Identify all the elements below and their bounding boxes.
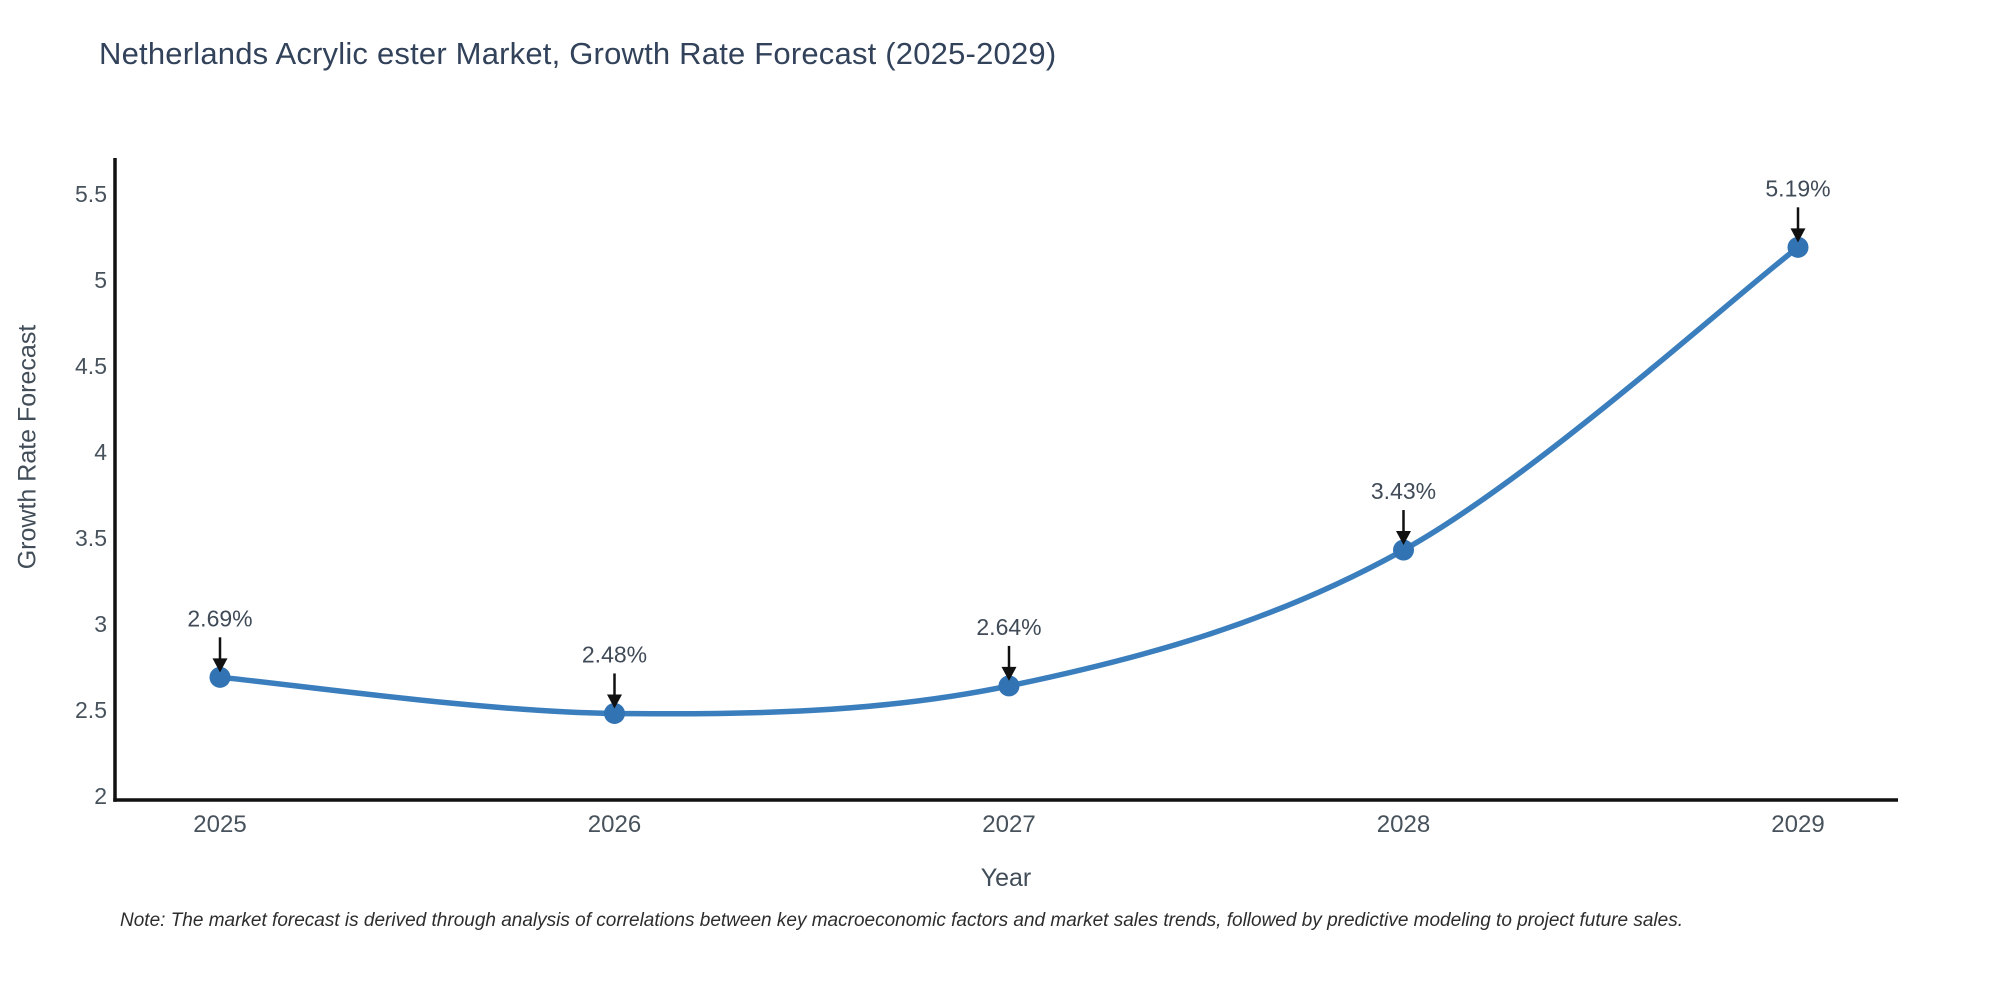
data-point-2026 — [604, 702, 625, 724]
x-axis-title: Year — [980, 864, 1032, 892]
annotation-arrowhead-icon — [1001, 666, 1017, 681]
y-tick-label: 5.5 — [75, 181, 107, 207]
y-tick-label: 4 — [94, 439, 107, 465]
x-tick-label: 2027 — [982, 811, 1035, 838]
y-tick-label: 2.5 — [75, 697, 107, 723]
point-value-label: 3.43% — [1371, 478, 1436, 504]
footnote: Note: The market forecast is derived thr… — [120, 910, 1683, 931]
point-value-label: 2.69% — [187, 605, 252, 631]
annotation-arrowhead-icon — [1790, 228, 1806, 243]
x-tick-label: 2026 — [588, 811, 641, 838]
y-tick-label: 2 — [94, 783, 107, 809]
data-point-2028 — [1393, 539, 1414, 561]
annotation-arrowhead-icon — [212, 658, 228, 673]
data-point-2029 — [1787, 236, 1809, 258]
y-tick-label: 5 — [94, 267, 107, 293]
data-point-2027 — [998, 675, 1020, 697]
point-value-label: 2.48% — [582, 641, 647, 667]
point-value-label: 2.64% — [976, 614, 1041, 640]
point-value-label: 5.19% — [1765, 175, 1830, 201]
data-point-2025 — [209, 666, 231, 688]
chart-title: Netherlands Acrylic ester Market, Growth… — [99, 36, 1057, 71]
y-tick-label: 4.5 — [75, 353, 107, 379]
x-tick-label: 2025 — [193, 811, 246, 838]
x-tick-label: 2029 — [1771, 811, 1824, 838]
x-tick-label: 2028 — [1377, 811, 1430, 838]
annotation-arrowhead-icon — [1396, 531, 1411, 546]
annotation-arrowhead-icon — [607, 694, 622, 709]
y-tick-label: 3.5 — [75, 525, 107, 551]
trend-line — [217, 244, 1801, 717]
y-tick-label: 3 — [94, 611, 107, 637]
